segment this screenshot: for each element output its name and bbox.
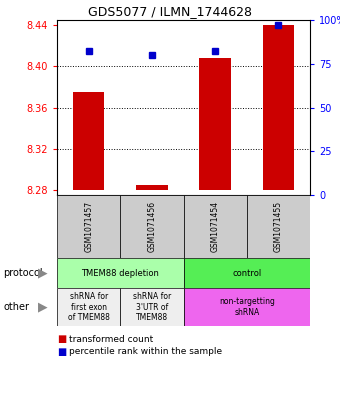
- Text: GSM1071457: GSM1071457: [84, 201, 93, 252]
- Text: TMEM88 depletion: TMEM88 depletion: [81, 268, 159, 277]
- Text: transformed count: transformed count: [69, 334, 153, 343]
- Bar: [184, 288, 310, 326]
- Text: ■: ■: [57, 334, 66, 344]
- Text: GSM1071455: GSM1071455: [274, 201, 283, 252]
- Text: control: control: [232, 268, 261, 277]
- Bar: [57, 195, 120, 258]
- Bar: [73, 92, 104, 190]
- Bar: [136, 185, 168, 190]
- Text: shRNA for
first exon
of TMEM88: shRNA for first exon of TMEM88: [68, 292, 109, 322]
- Bar: [57, 288, 120, 326]
- Text: GSM1071454: GSM1071454: [210, 201, 220, 252]
- Text: ▶: ▶: [38, 301, 48, 314]
- Text: GDS5077 / ILMN_1744628: GDS5077 / ILMN_1744628: [88, 6, 252, 18]
- Text: other: other: [3, 302, 29, 312]
- Bar: [199, 58, 231, 190]
- Bar: [184, 258, 310, 288]
- Text: protocol: protocol: [3, 268, 43, 278]
- Bar: [120, 195, 184, 258]
- Bar: [262, 25, 294, 190]
- Text: percentile rank within the sample: percentile rank within the sample: [69, 347, 222, 356]
- Text: ■: ■: [57, 347, 66, 357]
- Bar: [184, 195, 247, 258]
- Text: ▶: ▶: [38, 266, 48, 279]
- Bar: [120, 288, 184, 326]
- Bar: [247, 195, 310, 258]
- Text: GSM1071456: GSM1071456: [147, 201, 156, 252]
- Text: shRNA for
3'UTR of
TMEM88: shRNA for 3'UTR of TMEM88: [133, 292, 171, 322]
- Text: non-targetting
shRNA: non-targetting shRNA: [219, 297, 275, 317]
- Bar: [57, 258, 184, 288]
